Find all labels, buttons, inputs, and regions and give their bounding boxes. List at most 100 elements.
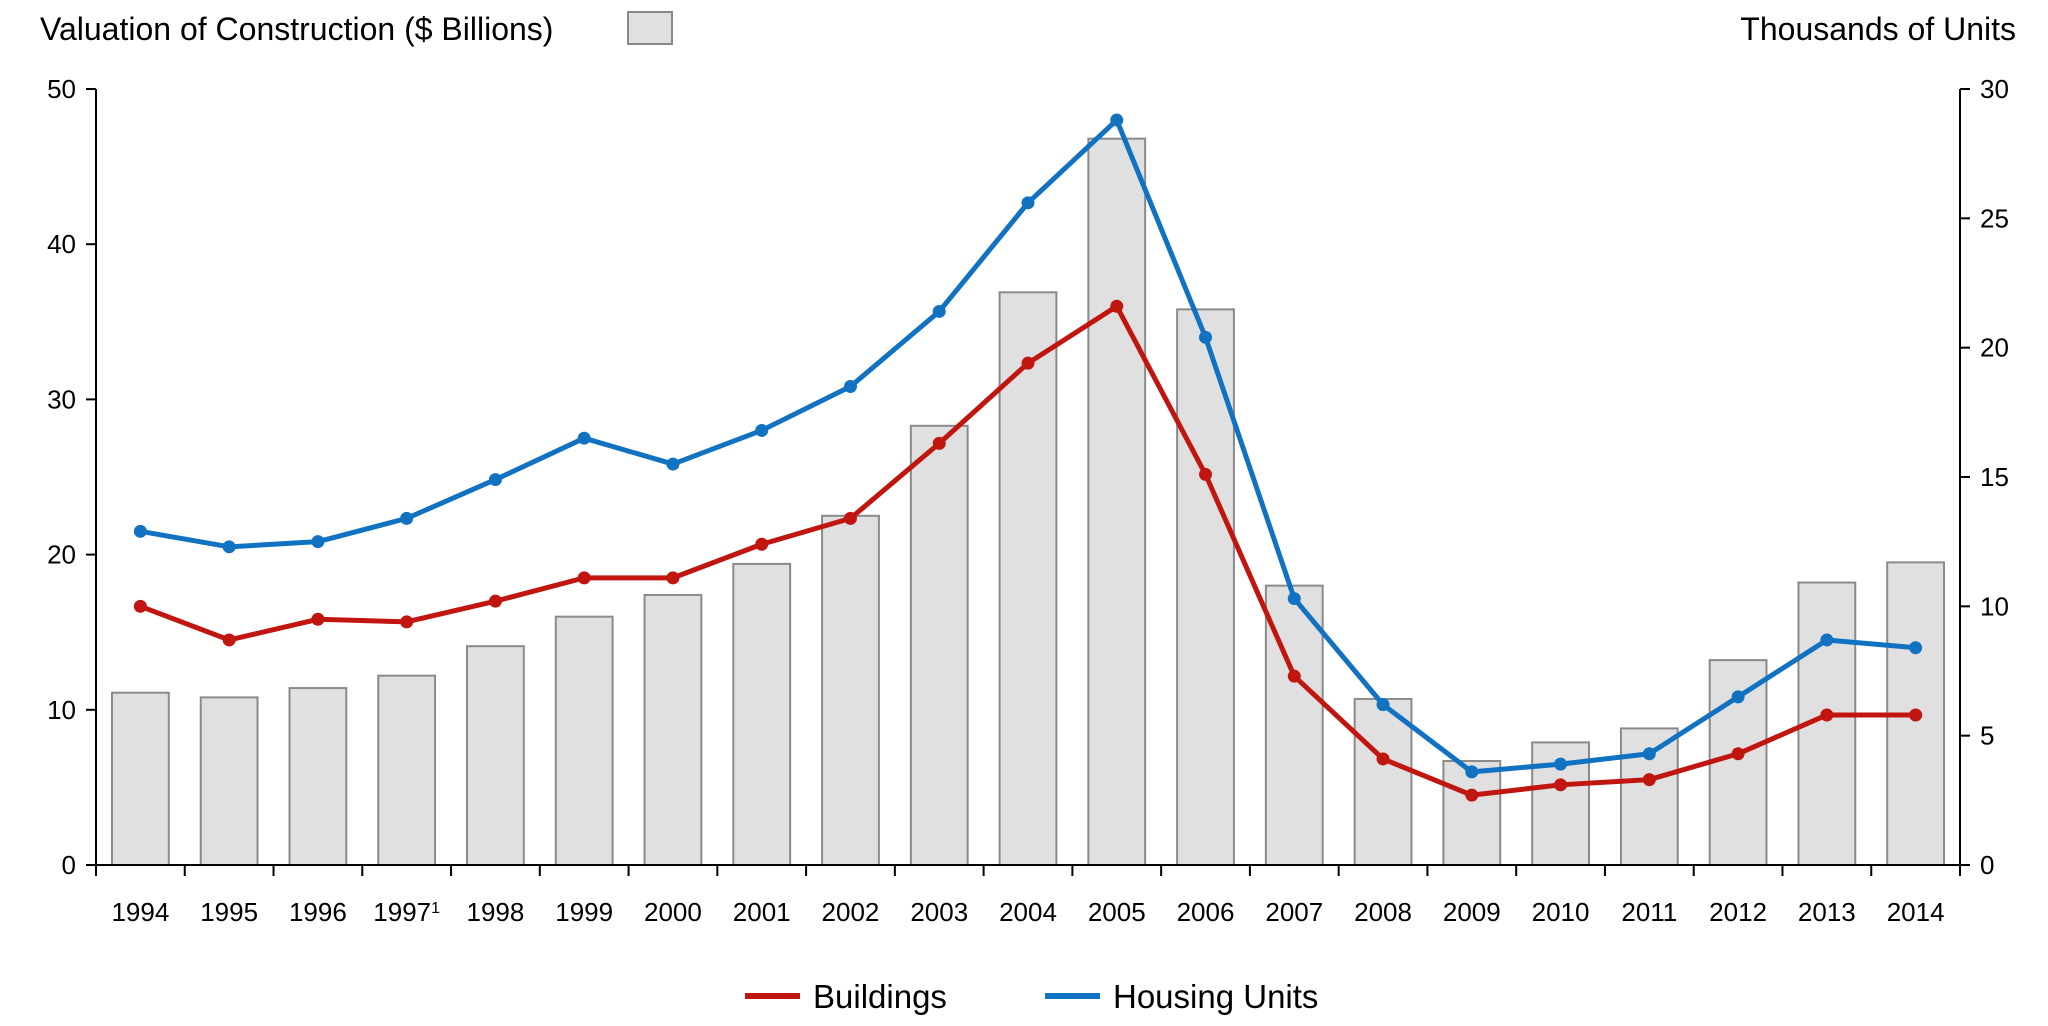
x-tick-label: 2002 [822, 897, 880, 927]
x-tick-label: 2006 [1177, 897, 1235, 927]
point-buildings-1998 [488, 594, 502, 608]
left-axis-title: Valuation of Construction ($ Billions) [40, 11, 553, 47]
x-tick-label: 2001 [733, 897, 791, 927]
x-tick-label: 1995 [200, 897, 258, 927]
left-tick-label: 50 [47, 74, 76, 104]
point-buildings-2008 [1376, 752, 1390, 766]
lines-layer [133, 113, 1923, 802]
point-buildings-2001 [755, 537, 769, 551]
point-housing-units-2004 [1021, 196, 1035, 210]
bar-1994 [110, 691, 170, 867]
axes-layer: 0 10 20 30 40 50 0 5 10 15 20 25 30 1994 1995 1996 19971… [47, 74, 2009, 927]
x-tick-label: 2009 [1443, 897, 1501, 927]
left-tick-label: 20 [47, 540, 76, 570]
legend-housing-units-label: Housing Units [1113, 978, 1318, 1015]
point-buildings-2009 [1465, 788, 1479, 802]
point-buildings-1996 [311, 612, 325, 626]
point-housing-units-2010 [1554, 757, 1568, 771]
x-tick-label: 2013 [1798, 897, 1856, 927]
point-housing-units-1999 [577, 431, 591, 445]
right-tick-label: 30 [1980, 74, 2009, 104]
bars-layer [110, 137, 1946, 867]
point-buildings-1999 [577, 571, 591, 585]
point-buildings-2000 [666, 571, 680, 585]
x-tick-label: 2000 [644, 897, 702, 927]
x-tick-label: 2011 [1621, 897, 1677, 927]
bar-2006 [1176, 308, 1235, 867]
right-tick-label: 10 [1980, 591, 2009, 621]
footnote-mark: 1 [431, 900, 440, 917]
x-tick-label: 1994 [111, 897, 169, 927]
right-axis-title: Thousands of Units [1740, 11, 2016, 47]
point-housing-units-1997 [400, 511, 414, 525]
bar-2003 [909, 424, 969, 866]
point-buildings-1994 [133, 599, 147, 613]
point-buildings-2011 [1642, 773, 1656, 787]
bar-1999 [554, 615, 614, 866]
legend-buildings-label: Buildings [813, 978, 947, 1015]
x-tick-label: 1996 [289, 897, 347, 927]
point-buildings-2007 [1287, 669, 1301, 683]
legend: Buildings Housing Units [745, 978, 1318, 1015]
point-buildings-2004 [1021, 356, 1035, 370]
right-tick-label: 15 [1980, 462, 2009, 492]
point-housing-units-2000 [666, 457, 680, 471]
point-housing-units-2011 [1642, 747, 1656, 761]
bar-2005 [1087, 137, 1147, 866]
point-housing-units-1996 [311, 535, 325, 549]
point-buildings-2013 [1820, 708, 1834, 722]
bar-2000 [643, 593, 703, 867]
point-housing-units-2002 [843, 379, 857, 393]
point-housing-units-1998 [488, 473, 502, 487]
point-buildings-1997 [400, 615, 414, 629]
right-tick-label: 0 [1980, 850, 1994, 880]
left-tick-label: 30 [47, 384, 76, 414]
x-tick-label: 2007 [1265, 897, 1323, 927]
point-housing-units-2007 [1287, 592, 1301, 606]
point-housing-units-2006 [1199, 330, 1213, 344]
bar-2004 [998, 291, 1058, 866]
x-tick-label: 19971 [373, 897, 440, 927]
point-housing-units-2013 [1820, 633, 1834, 647]
bar-1997 [377, 674, 437, 866]
x-tick-label: 2003 [910, 897, 968, 927]
right-tick-label: 25 [1980, 203, 2009, 233]
point-buildings-2014 [1909, 708, 1923, 722]
right-tick-label: 20 [1980, 333, 2009, 363]
x-tick-label: 2008 [1354, 897, 1412, 927]
point-buildings-2006 [1199, 467, 1213, 481]
bar-2002 [821, 514, 880, 866]
point-housing-units-2012 [1731, 690, 1745, 704]
left-tick-label: 0 [62, 850, 76, 880]
bar-2008 [1353, 697, 1413, 866]
point-housing-units-2005 [1110, 113, 1124, 127]
bar-1995 [199, 696, 259, 866]
point-housing-units-2008 [1376, 698, 1390, 712]
point-housing-units-1994 [133, 524, 147, 538]
left-tick-label: 10 [47, 695, 76, 725]
point-housing-units-2003 [932, 304, 946, 318]
bar-2009 [1442, 760, 1502, 866]
point-buildings-2002 [843, 511, 857, 525]
point-buildings-2005 [1110, 299, 1124, 313]
x-tick-label: 1999 [555, 897, 613, 927]
bar-1996 [288, 687, 348, 867]
point-housing-units-2001 [755, 423, 769, 437]
right-tick-label: 5 [1980, 721, 1994, 751]
point-housing-units-1995 [222, 540, 236, 554]
left-tick-label: 40 [47, 229, 76, 259]
point-buildings-2003 [932, 436, 946, 450]
x-tick-label: 1998 [467, 897, 525, 927]
bar-2001 [732, 562, 792, 866]
point-housing-units-2009 [1465, 765, 1479, 779]
x-tick-label: 2014 [1887, 897, 1945, 927]
point-buildings-2010 [1554, 778, 1568, 792]
bar-1998 [466, 645, 525, 867]
point-buildings-2012 [1731, 747, 1745, 761]
x-tick-label: 2010 [1532, 897, 1590, 927]
point-buildings-1995 [222, 633, 236, 647]
x-tick-label: 2012 [1709, 897, 1767, 927]
point-housing-units-2014 [1909, 641, 1923, 655]
bar-legend-swatch [627, 11, 673, 45]
